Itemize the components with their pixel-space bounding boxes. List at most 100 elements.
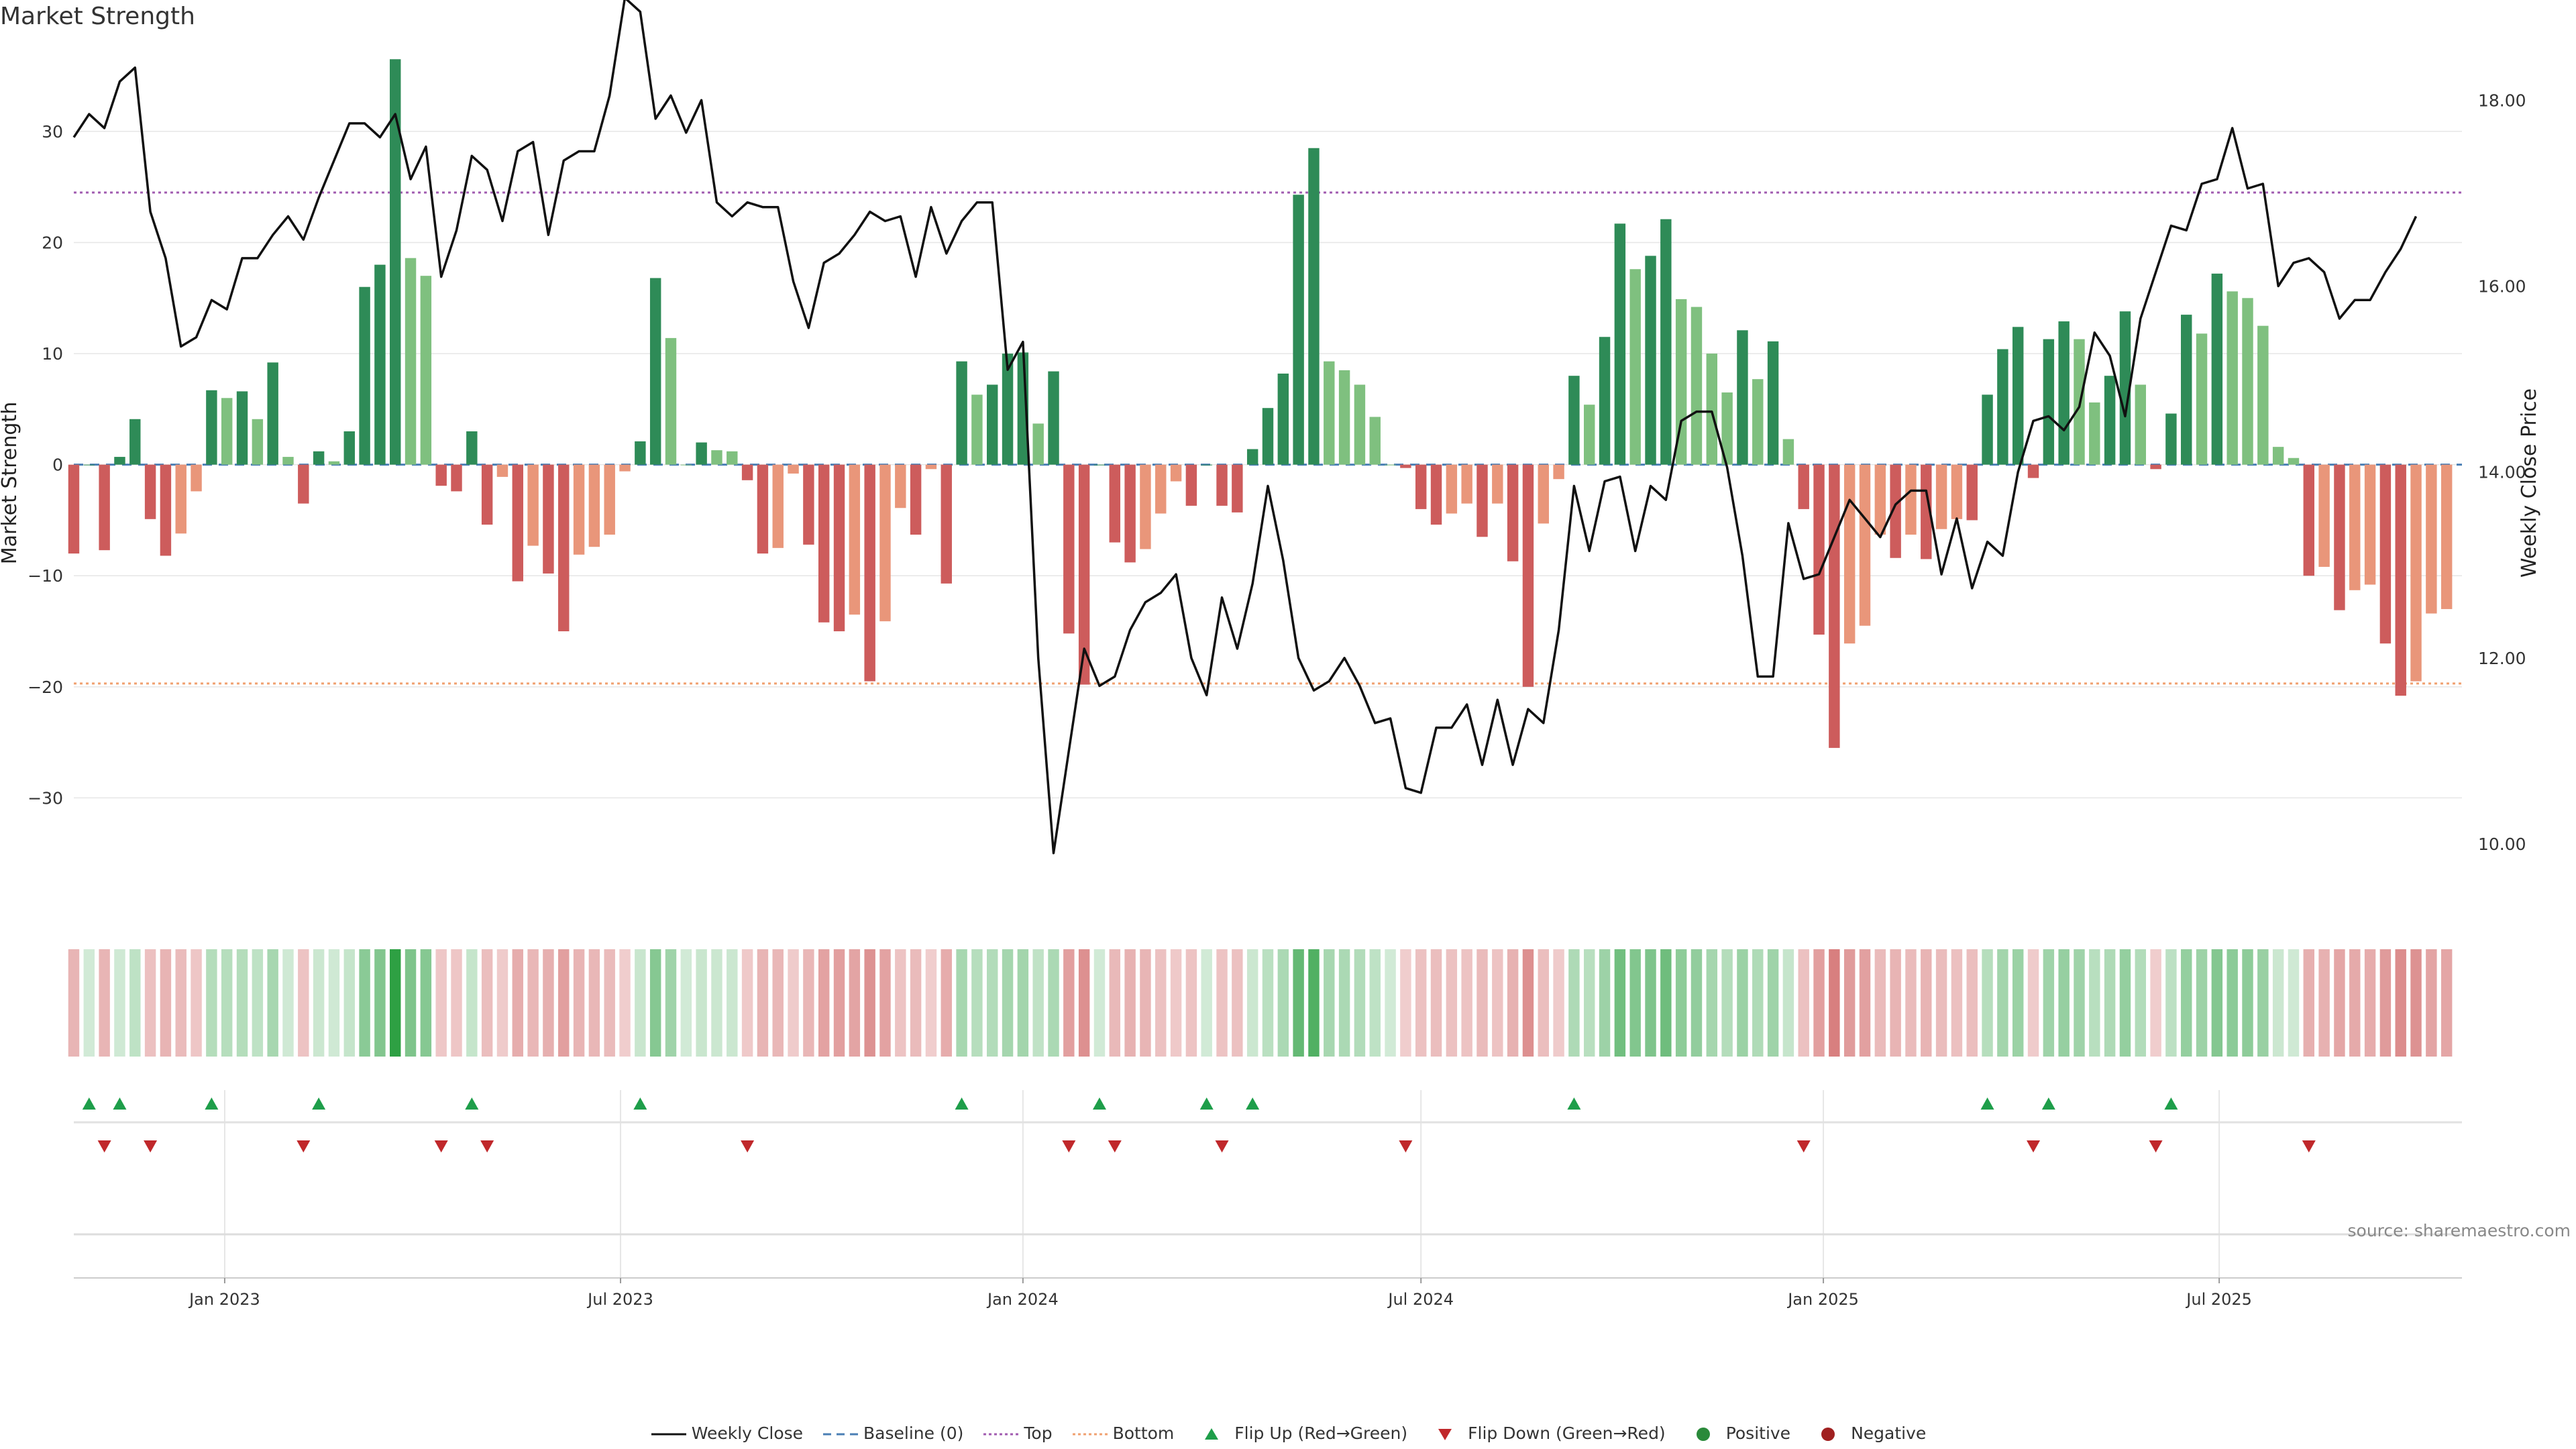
strength-bar bbox=[619, 464, 631, 472]
flip-down-marker bbox=[2302, 1140, 2316, 1152]
strength-bar bbox=[665, 337, 677, 465]
heat-cell bbox=[1385, 949, 1396, 1057]
y-axis-right: 18.00 16.00 14.00 12.00 10.00 bbox=[2478, 91, 2526, 854]
strength-bar bbox=[1109, 464, 1121, 543]
strength-bar bbox=[1246, 449, 1258, 465]
strength-bar bbox=[1553, 464, 1564, 480]
strength-bar bbox=[191, 464, 202, 492]
legend-item: Negative bbox=[1809, 1424, 1926, 1443]
legend-swatch bbox=[823, 1433, 859, 1435]
heat-cell bbox=[206, 949, 217, 1057]
strength-bar bbox=[818, 464, 830, 623]
strength-bar bbox=[1798, 464, 1809, 509]
y2-tick-label: 16.00 bbox=[2478, 276, 2526, 296]
strength-bar bbox=[543, 464, 554, 574]
strength-bar bbox=[2379, 464, 2392, 644]
strength-bar bbox=[2426, 464, 2437, 614]
strength-bar bbox=[849, 464, 861, 615]
heat-cell bbox=[144, 949, 156, 1057]
strength-bar bbox=[1951, 464, 1963, 519]
strength-bar bbox=[206, 390, 217, 465]
heat-cell bbox=[573, 949, 585, 1057]
heat-cell bbox=[1721, 949, 1733, 1057]
heat-cell bbox=[2257, 949, 2269, 1057]
strength-bar bbox=[1048, 371, 1059, 465]
strength-bar bbox=[910, 464, 922, 535]
strength-bar bbox=[1890, 464, 1901, 558]
strength-bar bbox=[1645, 256, 1656, 465]
x-tick-label: Jul 2024 bbox=[1387, 1290, 1454, 1309]
strength-bar bbox=[1002, 354, 1014, 465]
heat-cell bbox=[1737, 949, 1748, 1057]
strength-bar bbox=[1522, 464, 1534, 687]
strength-bar bbox=[1935, 464, 1947, 529]
legend-label: Negative bbox=[1851, 1423, 1927, 1443]
flip-up-marker bbox=[2164, 1097, 2178, 1110]
y-tick-label: −10 bbox=[28, 566, 63, 586]
strength-bar bbox=[1767, 341, 1779, 465]
strength-bar bbox=[1568, 376, 1580, 465]
strength-bar bbox=[2089, 402, 2100, 465]
flip-down-marker bbox=[297, 1140, 311, 1152]
strength-bar bbox=[1415, 464, 1427, 509]
strength-bar bbox=[236, 391, 248, 465]
strength-bar bbox=[359, 286, 370, 465]
strength-bar bbox=[1706, 354, 1718, 465]
strength-bar bbox=[2226, 291, 2238, 465]
strength-bar bbox=[1324, 361, 1335, 465]
heat-cell bbox=[2150, 949, 2161, 1057]
strength-bar bbox=[1813, 464, 1825, 635]
heat-cell bbox=[466, 949, 478, 1057]
strength-bar bbox=[1782, 439, 1794, 465]
heat-cell bbox=[895, 949, 906, 1057]
heat-cell bbox=[987, 949, 998, 1057]
strength-bar bbox=[390, 59, 401, 465]
heat-cell bbox=[1522, 949, 1534, 1057]
strength-bar bbox=[298, 464, 309, 504]
heat-cell bbox=[1246, 949, 1258, 1057]
strength-bar bbox=[1752, 379, 1764, 465]
flip-down-marker bbox=[97, 1140, 111, 1152]
heat-cell bbox=[741, 949, 753, 1057]
heat-cell bbox=[2043, 949, 2055, 1057]
strength-bar bbox=[1155, 464, 1167, 514]
strength-bar bbox=[1584, 405, 1595, 465]
heat-cell bbox=[1369, 949, 1381, 1057]
flip-up-marker bbox=[955, 1097, 969, 1110]
strength-bar bbox=[343, 431, 355, 465]
strength-bar bbox=[405, 258, 417, 465]
strength-bar bbox=[573, 464, 585, 555]
heat-cell bbox=[328, 949, 340, 1057]
heat-cell bbox=[527, 949, 539, 1057]
heat-cell bbox=[282, 949, 294, 1057]
strength-bar bbox=[2211, 273, 2223, 465]
strength-bar bbox=[496, 464, 508, 477]
strength-bar bbox=[2181, 315, 2192, 465]
legend-label: Flip Up (Red→Green) bbox=[1234, 1423, 1408, 1443]
heat-cell bbox=[1048, 949, 1059, 1057]
strength-bar bbox=[1078, 464, 1090, 685]
y2-tick-label: 12.00 bbox=[2478, 649, 2526, 668]
heat-cell bbox=[2288, 949, 2300, 1057]
strength-bar bbox=[1124, 464, 1136, 563]
legend-swatch bbox=[1696, 1427, 1710, 1441]
heat-cell bbox=[1507, 949, 1519, 1057]
heat-cell bbox=[941, 949, 952, 1057]
strength-bar bbox=[2242, 298, 2253, 465]
heat-cell bbox=[1293, 949, 1304, 1057]
heat-cell bbox=[1338, 949, 1350, 1057]
x-tick-label: Jan 2025 bbox=[1786, 1290, 1859, 1309]
flip-down-marker bbox=[480, 1140, 494, 1152]
heat-cell bbox=[1124, 949, 1136, 1057]
chart-title: Market Strength bbox=[0, 3, 195, 30]
strength-bar bbox=[1997, 349, 2008, 465]
heat-cell bbox=[803, 949, 814, 1057]
heat-cell bbox=[971, 949, 983, 1057]
strength-bar bbox=[129, 419, 141, 465]
heat-cell bbox=[1017, 949, 1029, 1057]
strength-bar bbox=[175, 464, 186, 534]
heat-cell bbox=[2027, 949, 2039, 1057]
heat-cell bbox=[1140, 949, 1151, 1057]
flip-up-marker bbox=[465, 1097, 479, 1110]
flip-down-marker bbox=[1796, 1140, 1811, 1152]
